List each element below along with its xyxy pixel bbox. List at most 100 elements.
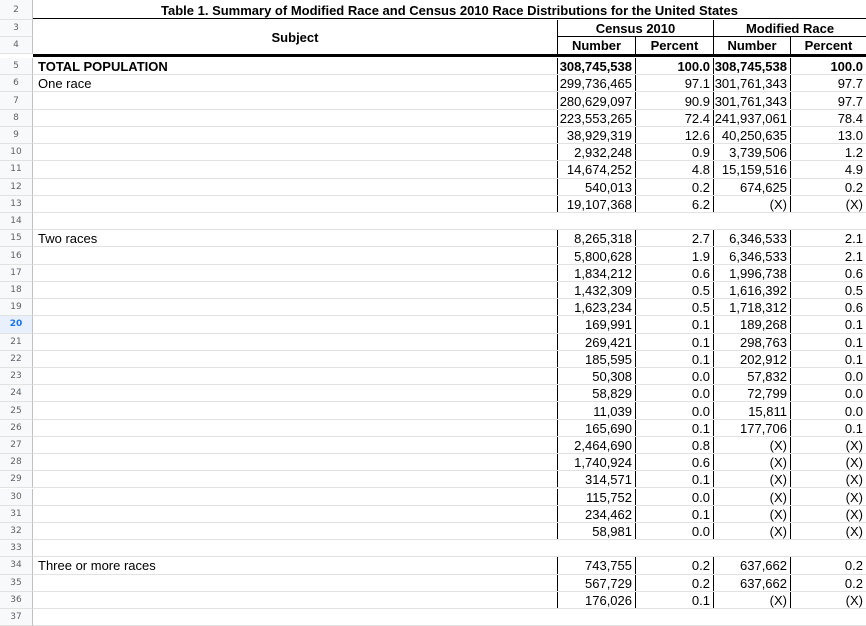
census-percent-cell[interactable]: 0.1 [635, 350, 713, 368]
census-percent-cell[interactable]: 0.0 [635, 367, 713, 386]
modified-number-cell[interactable]: (X) [713, 195, 790, 213]
row-number[interactable]: 34 [0, 557, 33, 575]
modified-percent-cell[interactable]: 0.1 [790, 419, 866, 437]
census-percent-cell[interactable]: 2.7 [635, 230, 713, 248]
modified-number-cell[interactable]: 177,706 [713, 419, 790, 437]
modified-number-cell[interactable]: 6,346,533 [713, 230, 790, 248]
census-number-cell[interactable]: 1,740,924 [557, 454, 635, 472]
row-number[interactable]: 7 [0, 92, 33, 110]
row-number[interactable]: 15 [0, 230, 33, 248]
modified-number-cell[interactable]: 241,937,061 [713, 109, 790, 127]
row-number[interactable]: 12 [0, 178, 33, 196]
modified-percent-cell[interactable] [790, 609, 866, 626]
modified-percent-cell[interactable]: 0.6 [790, 299, 866, 317]
modified-number-cell[interactable]: (X) [713, 488, 790, 506]
census-number-cell[interactable]: 299,736,465 [557, 75, 635, 93]
modified-percent-cell[interactable]: 78.4 [790, 109, 866, 127]
row-number[interactable]: 11 [0, 161, 33, 179]
census-percent-cell[interactable]: 6.2 [635, 195, 713, 213]
modified-number-cell[interactable]: 202,912 [713, 350, 790, 368]
census-number-cell[interactable]: 1,834,212 [557, 264, 635, 282]
census-percent-cell[interactable] [635, 609, 713, 626]
row-number[interactable]: 3 [0, 20, 33, 37]
row-number[interactable]: 9 [0, 126, 33, 145]
row-number[interactable]: 30 [0, 488, 33, 506]
row-number[interactable]: 32 [0, 522, 33, 541]
modified-percent-cell[interactable]: (X) [790, 591, 866, 610]
modified-percent-cell[interactable]: 0.0 [790, 402, 866, 420]
modified-number-cell[interactable]: 40,250,635 [713, 126, 790, 145]
row-number[interactable]: 27 [0, 436, 33, 455]
census-number-cell[interactable]: 165,690 [557, 419, 635, 437]
row-number[interactable]: 13 [0, 195, 33, 213]
modified-percent-cell[interactable]: 0.2 [790, 178, 866, 196]
modified-number-cell[interactable]: (X) [713, 505, 790, 523]
census-percent-cell[interactable]: 0.6 [635, 264, 713, 282]
census-number-cell[interactable]: 58,981 [557, 522, 635, 541]
modified-number-cell[interactable]: 298,763 [713, 333, 790, 351]
census-number-cell[interactable]: 567,729 [557, 574, 635, 592]
row-number[interactable]: 23 [0, 367, 33, 386]
modified-number-cell[interactable]: 301,761,343 [713, 75, 790, 93]
census-percent-cell[interactable]: 0.1 [635, 471, 713, 489]
census-number-cell[interactable]: 38,929,319 [557, 126, 635, 145]
census-number-cell[interactable]: 2,464,690 [557, 436, 635, 455]
row-number[interactable]: 10 [0, 144, 33, 162]
row-number[interactable]: 36 [0, 591, 33, 610]
modified-percent-cell[interactable]: 13.0 [790, 126, 866, 145]
census-percent-cell[interactable]: 0.2 [635, 574, 713, 592]
census-number-cell[interactable]: 50,308 [557, 367, 635, 386]
census-number-cell[interactable]: 308,745,538 [557, 58, 635, 76]
census-number-cell[interactable]: 176,026 [557, 591, 635, 610]
row-number[interactable]: 26 [0, 419, 33, 437]
census-number-cell[interactable]: 11,039 [557, 402, 635, 420]
census-percent-cell[interactable] [635, 213, 713, 230]
census-number-cell[interactable]: 58,829 [557, 385, 635, 403]
census-number-cell[interactable] [557, 213, 635, 230]
modified-number-cell[interactable]: 308,745,538 [713, 58, 790, 76]
census-percent-cell[interactable]: 0.0 [635, 488, 713, 506]
modified-number-cell[interactable]: 6,346,533 [713, 247, 790, 265]
modified-number-cell[interactable]: (X) [713, 436, 790, 455]
census-percent-cell[interactable]: 0.0 [635, 385, 713, 403]
modified-percent-cell[interactable]: 97.7 [790, 92, 866, 110]
modified-percent-cell[interactable]: 0.0 [790, 367, 866, 386]
census-number-cell[interactable]: 14,674,252 [557, 161, 635, 179]
modified-percent-cell[interactable]: 4.9 [790, 161, 866, 179]
modified-percent-cell[interactable]: 0.0 [790, 385, 866, 403]
modified-percent-cell[interactable]: (X) [790, 522, 866, 541]
census-percent-cell[interactable]: 0.0 [635, 522, 713, 541]
census-number-cell[interactable]: 1,623,234 [557, 299, 635, 317]
modified-percent-cell[interactable]: 0.1 [790, 316, 866, 334]
modified-number-cell[interactable]: 1,996,738 [713, 264, 790, 282]
census-number-cell[interactable]: 234,462 [557, 505, 635, 523]
row-number[interactable]: 16 [0, 247, 33, 265]
modified-percent-cell[interactable] [790, 213, 866, 230]
row-number[interactable]: 37 [0, 609, 33, 626]
census-number-cell[interactable]: 115,752 [557, 488, 635, 506]
modified-number-cell[interactable]: 637,662 [713, 574, 790, 592]
census-number-cell[interactable]: 169,991 [557, 316, 635, 334]
census-number-cell[interactable]: 269,421 [557, 333, 635, 351]
census-percent-cell[interactable]: 1.9 [635, 247, 713, 265]
census-percent-cell[interactable]: 0.0 [635, 402, 713, 420]
row-number[interactable]: 35 [0, 574, 33, 592]
modified-percent-cell[interactable]: 0.6 [790, 264, 866, 282]
modified-number-cell[interactable]: 57,832 [713, 367, 790, 386]
modified-number-cell[interactable]: 15,159,516 [713, 161, 790, 179]
census-percent-cell[interactable]: 0.2 [635, 178, 713, 196]
modified-percent-cell[interactable]: (X) [790, 195, 866, 213]
census-percent-cell[interactable]: 4.8 [635, 161, 713, 179]
census-number-cell[interactable]: 280,629,097 [557, 92, 635, 110]
census-number-cell[interactable]: 2,932,248 [557, 144, 635, 162]
row-number[interactable]: 29 [0, 471, 33, 489]
row-number[interactable]: 17 [0, 264, 33, 282]
modified-percent-cell[interactable]: 2.1 [790, 230, 866, 248]
modified-percent-cell[interactable]: 100.0 [790, 58, 866, 76]
census-percent-cell[interactable]: 100.0 [635, 58, 713, 76]
census-number-cell[interactable] [557, 609, 635, 626]
subject-cell[interactable]: One race [38, 76, 92, 92]
row-number[interactable]: 8 [0, 109, 33, 127]
modified-number-cell[interactable]: (X) [713, 591, 790, 610]
census-percent-cell[interactable]: 90.9 [635, 92, 713, 110]
